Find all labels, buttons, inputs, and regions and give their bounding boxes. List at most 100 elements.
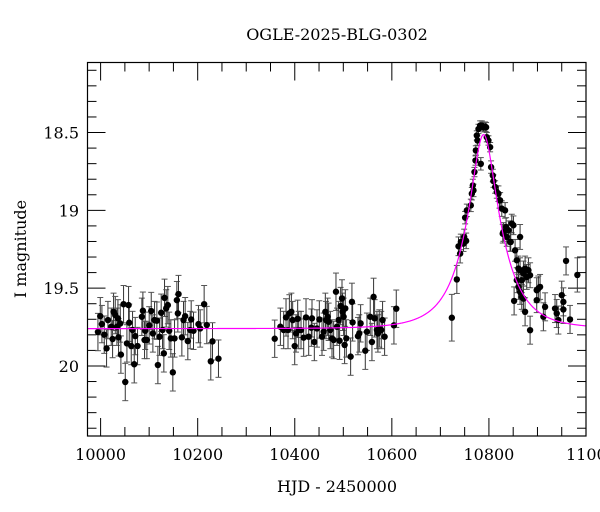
data-point bbox=[156, 333, 163, 340]
data-point bbox=[173, 296, 181, 304]
data-point bbox=[507, 238, 514, 246]
x-axis-label: HJD - 2450000 bbox=[277, 477, 397, 496]
data-point bbox=[203, 321, 211, 329]
y-tick-label: 20 bbox=[59, 357, 79, 376]
data-point bbox=[505, 227, 512, 234]
data-point bbox=[533, 296, 540, 304]
x-tick-label: 10400 bbox=[269, 445, 320, 464]
data-point bbox=[474, 137, 481, 144]
data-point bbox=[574, 271, 581, 279]
data-point bbox=[271, 335, 278, 342]
data-point bbox=[125, 301, 132, 309]
data-point bbox=[340, 313, 347, 320]
data-point bbox=[164, 301, 172, 309]
data-point bbox=[178, 334, 186, 341]
data-point bbox=[209, 338, 216, 345]
data-point bbox=[160, 350, 168, 357]
data-point bbox=[335, 316, 342, 324]
data-point bbox=[551, 305, 559, 312]
data-point bbox=[120, 300, 127, 308]
data-point bbox=[157, 309, 165, 316]
data-point bbox=[541, 303, 549, 311]
data-point bbox=[161, 294, 168, 302]
x-tick-label: 1100 bbox=[566, 445, 600, 464]
plot-area bbox=[87, 120, 586, 402]
data-point bbox=[316, 316, 323, 323]
data-point bbox=[448, 314, 456, 321]
data-point bbox=[513, 257, 520, 264]
data-point bbox=[336, 337, 343, 344]
data-point bbox=[132, 332, 139, 340]
data-point bbox=[181, 312, 189, 320]
data-point bbox=[101, 331, 108, 338]
data-point bbox=[473, 132, 480, 139]
data-point bbox=[190, 327, 197, 334]
data-point bbox=[122, 378, 129, 386]
data-point bbox=[215, 355, 222, 362]
data-point bbox=[145, 322, 153, 329]
data-point bbox=[371, 315, 378, 322]
data-point bbox=[148, 307, 155, 315]
data-point bbox=[378, 326, 385, 334]
data-point bbox=[97, 312, 104, 320]
data-point bbox=[390, 322, 398, 329]
data-point bbox=[302, 314, 310, 321]
data-point bbox=[393, 305, 400, 312]
data-point bbox=[357, 320, 364, 327]
x-tick-label: 10200 bbox=[172, 445, 223, 464]
data-point bbox=[142, 327, 149, 334]
data-point bbox=[362, 347, 369, 354]
data-point bbox=[308, 315, 316, 322]
data-point bbox=[540, 313, 547, 320]
data-point bbox=[94, 328, 102, 336]
data-point bbox=[495, 190, 502, 197]
data-point bbox=[526, 326, 534, 334]
data-point bbox=[343, 335, 350, 342]
data-point bbox=[134, 342, 141, 350]
data-point bbox=[356, 330, 363, 337]
data-point bbox=[503, 233, 510, 241]
data-point bbox=[207, 358, 214, 365]
data-points bbox=[94, 122, 581, 386]
data-point bbox=[349, 319, 356, 326]
data-point bbox=[320, 328, 327, 335]
data-point bbox=[453, 276, 461, 283]
data-point bbox=[139, 307, 147, 314]
data-point bbox=[510, 297, 518, 305]
plot-frame bbox=[86, 61, 587, 437]
data-point bbox=[560, 306, 567, 313]
data-point bbox=[510, 222, 517, 229]
x-tick-label: 10000 bbox=[75, 445, 126, 464]
data-point bbox=[175, 290, 182, 298]
data-point bbox=[487, 163, 495, 171]
y-axis-label: I magnitude bbox=[11, 200, 30, 298]
data-point bbox=[562, 257, 570, 265]
data-point bbox=[363, 328, 371, 335]
data-point bbox=[153, 317, 161, 324]
data-point bbox=[330, 336, 337, 344]
data-point bbox=[526, 272, 534, 279]
data-point bbox=[501, 207, 509, 214]
data-point bbox=[325, 318, 332, 325]
data-point bbox=[143, 336, 151, 344]
data-point bbox=[98, 320, 106, 328]
data-point bbox=[338, 295, 346, 302]
data-point bbox=[184, 337, 192, 345]
error-bars bbox=[94, 120, 581, 402]
data-point bbox=[103, 345, 110, 352]
data-point bbox=[462, 237, 470, 245]
data-point bbox=[381, 333, 388, 340]
data-point bbox=[525, 267, 532, 274]
data-point bbox=[516, 233, 524, 241]
data-point bbox=[117, 351, 125, 358]
data-point bbox=[521, 308, 529, 316]
data-point bbox=[115, 334, 122, 341]
data-point bbox=[138, 313, 146, 320]
data-point bbox=[566, 316, 574, 323]
data-point bbox=[333, 323, 341, 330]
x-tick-labels: 10000 10200 10400 10600 10800 1100 bbox=[75, 445, 600, 464]
y-tick-label: 18.5 bbox=[43, 124, 79, 143]
data-point bbox=[159, 326, 166, 334]
x-tick-label: 10600 bbox=[366, 445, 417, 464]
